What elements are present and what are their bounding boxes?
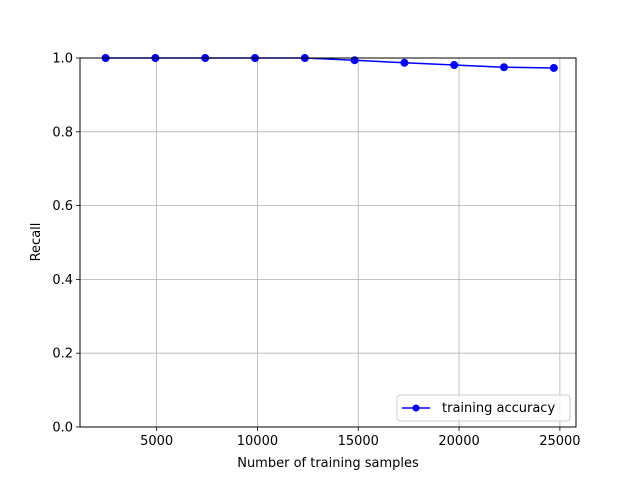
data-point-training-accuracy — [450, 61, 459, 70]
y-tick-label: 1.0 — [52, 52, 73, 67]
legend-box — [396, 394, 571, 422]
data-point-training-accuracy — [400, 58, 409, 67]
y-tick-label: 0.6 — [52, 199, 73, 214]
x-tick-label: 10000 — [237, 434, 278, 449]
y-tick-label: 0.2 — [52, 347, 73, 362]
y-axis-label: Recall — [29, 223, 44, 262]
x-tick-label: 15000 — [338, 434, 379, 449]
axis-ticks: 5000 10000 15000 20000 25000 0.0 0.2 0.4 0.6 0.8 1… — [52, 52, 580, 450]
x-axis-label: Number of training samples — [237, 456, 419, 471]
x-tick-label: 20000 — [438, 434, 479, 449]
x-tick-label: 25000 — [539, 434, 580, 449]
legend: training accuracy — [396, 394, 571, 422]
y-tick-label: 0.8 — [52, 125, 73, 140]
legend-label: training accuracy — [442, 401, 555, 416]
data-point-training-accuracy — [500, 63, 509, 72]
x-tick-label: 5000 — [140, 434, 173, 449]
plot-frame — [79, 57, 577, 428]
legend-marker-swatch — [412, 404, 420, 412]
y-tick-label: 0.4 — [52, 273, 73, 288]
data-point-training-accuracy — [549, 63, 558, 72]
y-tick-label: 0.0 — [52, 421, 73, 436]
